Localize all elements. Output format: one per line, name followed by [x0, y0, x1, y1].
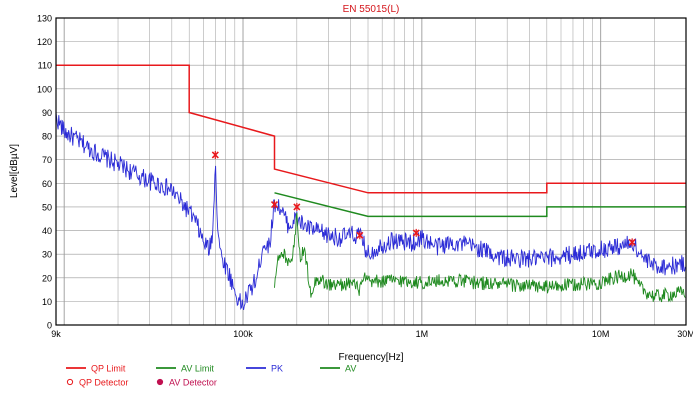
- y-tick-label: 50: [42, 202, 52, 212]
- y-tick-label: 40: [42, 226, 52, 236]
- legend: QP Limit AV Limit PK AV QP Detector AV Detect…: [66, 364, 356, 388]
- series-av: [274, 212, 686, 303]
- peak-marker: [211, 150, 219, 159]
- y-tick-label: 120: [37, 37, 52, 47]
- x-axis-label: Frequency[Hz]: [338, 352, 403, 363]
- x-tick-label: 9k: [51, 329, 61, 339]
- legend-item-av: AV: [320, 364, 356, 374]
- legend-swatch: [66, 378, 74, 386]
- legend-label: PK: [271, 364, 283, 374]
- y-tick-label: 60: [42, 179, 52, 189]
- legend-item-av-limit: AV Limit: [156, 364, 214, 374]
- plot-area: [55, 64, 686, 311]
- y-tick-label: 10: [42, 297, 52, 307]
- plot-frame: [55, 17, 687, 326]
- x-tick-label: 1M: [416, 329, 429, 339]
- y-axis-label: Level[dBµV]: [9, 144, 20, 198]
- peak-marker: [293, 202, 301, 211]
- peak-marker: [270, 200, 279, 209]
- y-tick-label: 70: [42, 155, 52, 165]
- legend-label: AV Detector: [169, 378, 217, 388]
- x-tick-label: 10M: [592, 329, 610, 339]
- peak-marker: [412, 228, 420, 237]
- y-tick-label: 20: [42, 273, 52, 283]
- y-tick-label: 80: [42, 132, 52, 142]
- legend-item-av-detector: AV Detector: [156, 378, 217, 388]
- legend-label: AV Limit: [181, 364, 214, 374]
- legend-item-qp-detector: QP Detector: [66, 378, 128, 388]
- series-pk: [55, 112, 686, 311]
- y-tick-label: 30: [42, 250, 52, 260]
- legend-item-pk: PK: [246, 364, 283, 374]
- peak-marker: [356, 231, 364, 240]
- series-qp-limit: [56, 64, 686, 194]
- peak-marker: [628, 238, 636, 247]
- y-tick-label: 0: [47, 321, 52, 331]
- legend-swatch: [156, 378, 164, 386]
- y-tick-label: 90: [42, 108, 52, 118]
- x-tick-label: 100k: [233, 329, 253, 339]
- axis-ticks: 0 10 20 30 40 50 60 70 80 90 100 110 120 130 9k 100k 1M 1…: [37, 14, 693, 340]
- series-av-limit: [274, 192, 686, 218]
- y-tick-label: 100: [37, 84, 52, 94]
- y-tick-label: 130: [37, 14, 52, 24]
- legend-item-qp-limit: QP Limit: [66, 364, 126, 374]
- legend-label: QP Limit: [91, 364, 126, 374]
- chart-title: EN 55015(L): [343, 4, 400, 15]
- x-tick-label: 30M: [677, 329, 693, 339]
- legend-label: AV: [345, 364, 356, 374]
- y-tick-label: 110: [38, 61, 52, 71]
- legend-label: QP Detector: [79, 378, 128, 388]
